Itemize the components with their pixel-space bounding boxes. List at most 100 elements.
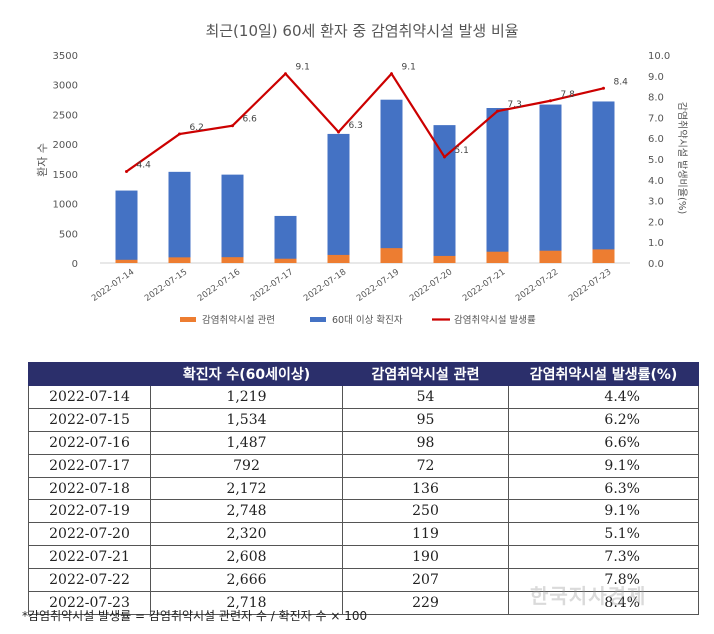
table-cell: 2,666 bbox=[150, 568, 343, 593]
table-cell: 98 bbox=[342, 430, 509, 455]
table-cell: 792 bbox=[150, 453, 343, 478]
rate-data-label: 7.8 bbox=[561, 90, 576, 100]
table-cell: 2,748 bbox=[150, 499, 343, 524]
x-tick-label: 2022-07-21 bbox=[461, 267, 507, 304]
table-cell: 136 bbox=[342, 476, 509, 501]
table-row: 2022-07-16 1,487 98 6.6% bbox=[28, 430, 699, 455]
y2-tick-label: 10.0 bbox=[648, 51, 670, 62]
bar-facility bbox=[115, 259, 138, 263]
table-cell: 1,487 bbox=[150, 430, 343, 455]
bar-facility bbox=[380, 248, 403, 263]
y2-tick-label: 4.0 bbox=[648, 176, 664, 187]
y2-axis-label: 감염취약시설 발생비율(%) bbox=[676, 102, 688, 215]
rate-point bbox=[390, 72, 393, 76]
table-header-cell bbox=[28, 362, 151, 386]
y2-tick-label: 1.0 bbox=[648, 238, 664, 249]
chart-legend: 감염취약시설 관련 60대 이상 확진자 감염취약시설 발생률 bbox=[180, 314, 536, 326]
x-tick-label: 2022-07-18 bbox=[302, 267, 348, 304]
y-tick-label: 2500 bbox=[53, 110, 78, 121]
y-tick-label: 2000 bbox=[53, 140, 78, 151]
bar-facility bbox=[592, 249, 615, 263]
table-cell: 4.4% bbox=[508, 385, 699, 409]
watermark-logo: 한국지사경제 bbox=[530, 584, 647, 608]
table-row: 2022-07-21 2,608 190 7.3% bbox=[28, 545, 699, 570]
table-header-row: 확진자 수(60세이상) 감염취약시설 관련 감염취약시설 발생률(%) bbox=[28, 362, 699, 386]
table-cell: 72 bbox=[342, 453, 509, 478]
bar-confirmed bbox=[433, 125, 456, 263]
y-tick-label: 1500 bbox=[53, 170, 78, 181]
bar-facility bbox=[168, 257, 191, 263]
bar-confirmed bbox=[221, 174, 244, 263]
table-row: 2022-07-18 2,172 136 6.3% bbox=[28, 476, 699, 501]
table-cell: 2,320 bbox=[150, 522, 343, 547]
table-cell: 2022-07-15 bbox=[28, 407, 151, 432]
table-cell: 6.2% bbox=[508, 407, 699, 432]
table-cell: 54 bbox=[342, 385, 509, 409]
table-cell: 7.8% bbox=[508, 568, 699, 593]
table-row: 2022-07-14 1,219 54 4.4% bbox=[28, 385, 699, 409]
table-cell: 2022-07-21 bbox=[28, 545, 151, 570]
bar-confirmed bbox=[168, 171, 191, 263]
rate-point bbox=[337, 130, 340, 134]
table-body: 2022-07-14 1,219 54 4.4% 2022-07-15 1,534 95 6.… bbox=[28, 385, 699, 615]
table-cell: 6.6% bbox=[508, 430, 699, 455]
table-cell: 2022-07-16 bbox=[28, 430, 151, 455]
table-cell: 207 bbox=[342, 568, 509, 593]
x-tick-label: 2022-07-22 bbox=[514, 267, 560, 304]
legend-label: 60대 이상 확진자 bbox=[332, 314, 403, 326]
rate-data-label: 6.3 bbox=[349, 121, 363, 131]
y2-tick-label: 6.0 bbox=[648, 134, 664, 145]
table-cell: 2022-07-17 bbox=[28, 453, 151, 478]
table-cell: 6.3% bbox=[508, 476, 699, 501]
line-series: 4.4 6.2 6.6 9.1 6.3 9.1 5.1 7.3 7.8 8.4 bbox=[125, 63, 628, 173]
x-tick-label: 2022-07-23 bbox=[567, 267, 613, 304]
x-tick-label: 2022-07-16 bbox=[196, 267, 242, 304]
rate-data-label: 5.1 bbox=[455, 146, 469, 156]
rate-point bbox=[549, 99, 552, 103]
rate-data-label: 6.6 bbox=[243, 115, 258, 125]
table-row: 2022-07-17 792 72 9.1% bbox=[28, 453, 699, 478]
bar-facility bbox=[221, 257, 244, 263]
x-tick-label: 2022-07-20 bbox=[408, 267, 454, 304]
x-axis-ticks: 2022-07-14 2022-07-15 2022-07-16 2022-07-17… bbox=[90, 267, 613, 304]
bar-confirmed bbox=[327, 133, 350, 263]
bar-facility bbox=[274, 258, 297, 263]
rate-point bbox=[443, 155, 446, 159]
x-tick-label: 2022-07-15 bbox=[143, 267, 189, 304]
table-cell: 2022-07-22 bbox=[28, 568, 151, 593]
table-cell: 2022-07-20 bbox=[28, 522, 151, 547]
y-tick-label: 500 bbox=[59, 229, 78, 240]
table-cell: 2022-07-18 bbox=[28, 476, 151, 501]
table-row: 2022-07-20 2,320 119 5.1% bbox=[28, 522, 699, 547]
table-cell: 190 bbox=[342, 545, 509, 570]
y2-tick-label: 9.0 bbox=[648, 72, 664, 83]
table-cell: 7.3% bbox=[508, 545, 699, 570]
bar-series bbox=[100, 99, 630, 264]
x-tick-label: 2022-07-17 bbox=[249, 267, 295, 304]
y-tick-label: 1000 bbox=[53, 200, 78, 211]
bar-confirmed bbox=[592, 101, 615, 263]
table-cell: 5.1% bbox=[508, 522, 699, 547]
table-cell: 229 bbox=[342, 591, 509, 615]
y2-tick-label: 8.0 bbox=[648, 93, 664, 104]
bar-facility bbox=[327, 254, 350, 263]
combo-chart: 최근(10일) 60세 환자 중 감염취약시설 발생 비율 0 500 1000 15… bbox=[36, 22, 688, 326]
rate-point bbox=[178, 132, 181, 136]
rate-data-label: 8.4 bbox=[614, 77, 629, 87]
table-row: 2022-07-23 2,718 229 8.4% bbox=[28, 591, 699, 615]
y-tick-label: 3500 bbox=[53, 51, 78, 62]
bar-facility bbox=[486, 251, 509, 263]
table-cell: 250 bbox=[342, 499, 509, 524]
x-tick-label: 2022-07-19 bbox=[355, 267, 401, 304]
table-cell: 95 bbox=[342, 407, 509, 432]
table-header-cell: 확진자 수(60세이상) bbox=[150, 362, 343, 386]
data-table-wrapper: 확진자 수(60세이상) 감염취약시설 관련 감염취약시설 발생률(%) 2022-… bbox=[28, 362, 699, 615]
rate-line bbox=[125, 71, 604, 173]
rate-point bbox=[496, 109, 499, 113]
y-tick-label: 3000 bbox=[53, 81, 78, 92]
rate-point bbox=[231, 124, 234, 128]
y2-tick-label: 3.0 bbox=[648, 197, 664, 208]
y2-axis-ticks: 0.0 1.0 2.0 3.0 4.0 5.0 6.0 7.0 8.0 9.0 10.0 bbox=[648, 51, 670, 270]
bar-facility bbox=[539, 250, 562, 263]
table-cell: 119 bbox=[342, 522, 509, 547]
